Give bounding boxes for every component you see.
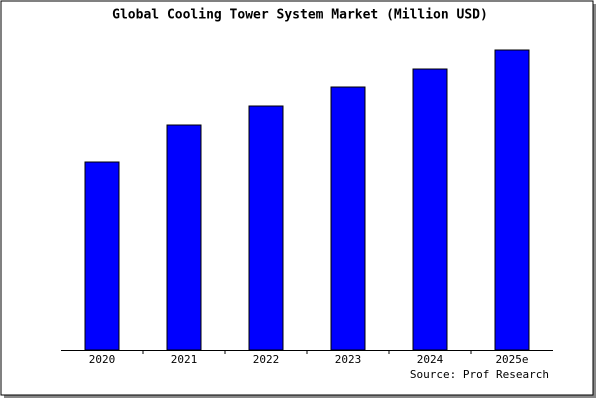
x-tick-label: 2020 [89,353,116,366]
source: Source: Prof Research [410,368,549,381]
x-tick-label: 2023 [335,353,362,366]
x-tick-label: 2024 [417,353,444,366]
x-tick-label: 2022 [253,353,280,366]
plot-area [61,48,553,350]
bar [330,86,366,351]
chart-title: Global Cooling Tower System Market (Mill… [112,8,488,23]
x-tick-label: 2025e [495,353,528,366]
bar [248,105,284,351]
bar [412,68,448,351]
bar [494,49,530,351]
bar [166,124,202,351]
bar [84,161,120,351]
x-tick-label: 2021 [171,353,198,366]
